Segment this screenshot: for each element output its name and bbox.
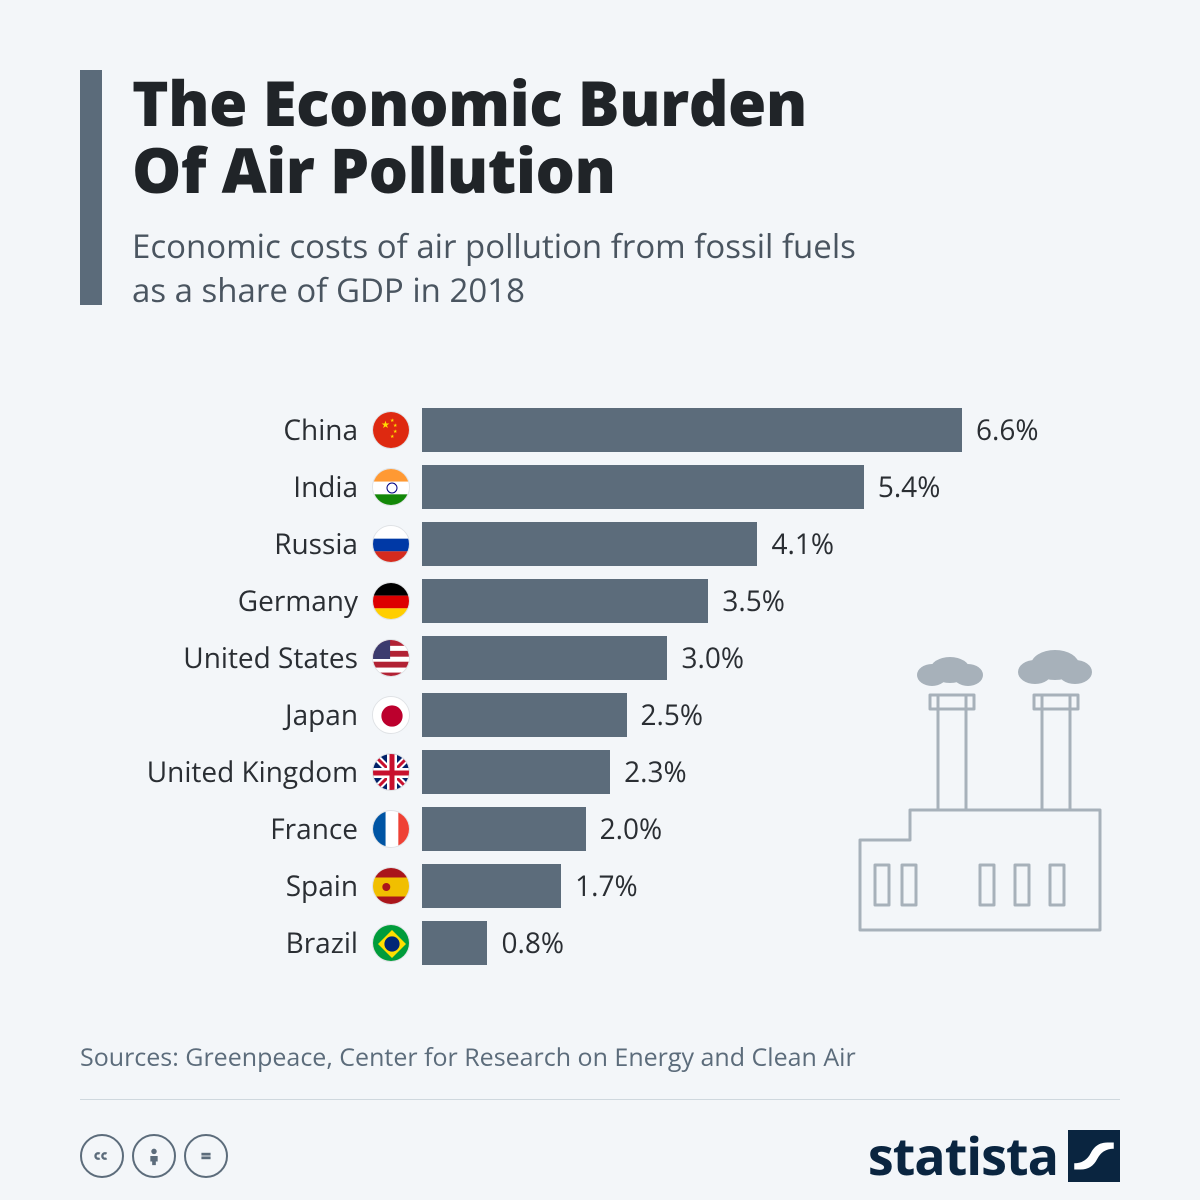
statista-logo: statista <box>868 1120 1120 1191</box>
value-label: 0.8% <box>501 924 564 962</box>
bar <box>422 807 586 851</box>
flag-icon <box>372 810 410 848</box>
flag-icon <box>372 924 410 962</box>
country-label: Brazil <box>110 924 372 962</box>
flag-icon: ★★★★★ <box>372 411 410 449</box>
bar <box>422 579 708 623</box>
bar <box>422 921 487 965</box>
country-label: United States <box>110 639 372 677</box>
flag-icon <box>372 582 410 620</box>
subtitle-line-1: Economic costs of air pollution from fos… <box>132 223 856 268</box>
value-label: 6.6% <box>976 411 1039 449</box>
svg-text:★: ★ <box>390 434 395 440</box>
bar-row: India 5.4% <box>110 460 1120 514</box>
flag-icon <box>372 696 410 734</box>
header-text: The Economic Burden Of Air Pollution Eco… <box>132 70 856 313</box>
bar <box>422 522 757 566</box>
country-label: Germany <box>110 582 372 620</box>
bar-row: Germany 3.5% <box>110 574 1120 628</box>
license-icons <box>80 1134 228 1178</box>
bar-row: Russia 4.1% <box>110 517 1120 571</box>
header: The Economic Burden Of Air Pollution Eco… <box>80 70 1120 313</box>
footer-divider <box>80 1099 1120 1100</box>
value-label: 4.1% <box>771 525 834 563</box>
country-label: China <box>110 411 372 449</box>
chart-title: The Economic Burden Of Air Pollution <box>132 70 856 204</box>
bar <box>422 693 627 737</box>
bar <box>422 864 561 908</box>
bar-wrap: 3.5% <box>422 579 1120 623</box>
value-label: 2.3% <box>624 753 687 791</box>
bar-wrap: 4.1% <box>422 522 1120 566</box>
value-label: 2.0% <box>600 810 663 848</box>
bar <box>422 636 667 680</box>
statista-mark-icon <box>1068 1130 1120 1182</box>
flag-icon <box>372 525 410 563</box>
country-label: United Kingdom <box>110 753 372 791</box>
country-label: India <box>110 468 372 506</box>
flag-icon <box>372 639 410 677</box>
chart-subtitle: Economic costs of air pollution from fos… <box>132 224 856 313</box>
country-label: Spain <box>110 867 372 905</box>
value-label: 3.0% <box>681 639 744 677</box>
bar-wrap: 5.4% <box>422 465 1120 509</box>
bar <box>422 750 610 794</box>
nd-icon <box>184 1134 228 1178</box>
value-label: 5.4% <box>878 468 941 506</box>
brand-text: statista <box>868 1120 1058 1191</box>
footer: statista <box>80 1120 1120 1191</box>
flag-icon <box>372 468 410 506</box>
bar-row: China ★★★★★ 6.6% <box>110 403 1120 457</box>
by-icon <box>132 1134 176 1178</box>
subtitle-line-2: as a share of GDP in 2018 <box>132 267 525 312</box>
flag-icon <box>372 753 410 791</box>
svg-text:★: ★ <box>381 417 390 431</box>
value-label: 1.7% <box>575 867 638 905</box>
cc-icon <box>80 1134 124 1178</box>
bar <box>422 465 864 509</box>
country-label: France <box>110 810 372 848</box>
value-label: 3.5% <box>722 582 785 620</box>
infographic-card: The Economic Burden Of Air Pollution Eco… <box>0 0 1200 1200</box>
country-label: Russia <box>110 525 372 563</box>
sources-text: Sources: Greenpeace, Center for Research… <box>80 1040 1120 1074</box>
title-line-2: Of Air Pollution <box>132 128 616 212</box>
factory-illustration <box>850 640 1120 945</box>
bar <box>422 408 962 452</box>
flag-icon <box>372 867 410 905</box>
value-label: 2.5% <box>641 696 704 734</box>
accent-bar <box>80 70 102 305</box>
bar-wrap: 6.6% <box>422 408 1120 452</box>
country-label: Japan <box>110 696 372 734</box>
